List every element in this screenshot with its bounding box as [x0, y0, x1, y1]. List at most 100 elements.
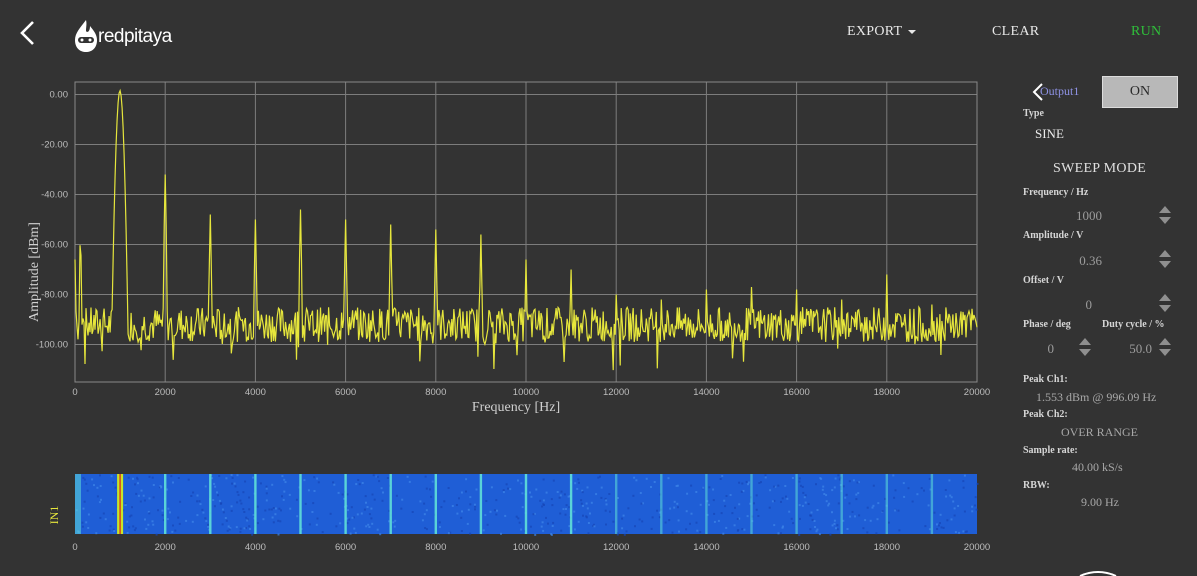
- waterfall-speckle: [147, 510, 150, 513]
- waterfall-speckle: [798, 480, 801, 483]
- waterfall-speckle: [564, 513, 567, 516]
- y-tick-label: -60.00: [41, 240, 68, 251]
- waterfall-speckle: [854, 515, 856, 518]
- waterfall-speckle: [799, 484, 802, 487]
- waterfall-line: [660, 474, 663, 534]
- waterfall-speckle: [837, 502, 840, 505]
- waterfall-speckle: [114, 486, 117, 489]
- waterfall-speckle: [112, 481, 115, 484]
- waterfall-speckle: [585, 516, 588, 519]
- waterfall-speckle: [927, 504, 930, 507]
- waterfall-speckle: [162, 519, 165, 522]
- run-button[interactable]: RUN: [1131, 24, 1162, 39]
- waterfall-speckle: [230, 509, 233, 512]
- waterfall-speckle: [804, 494, 807, 497]
- waterfall-speckle: [482, 529, 485, 532]
- waterfall-x-tick-label: 0: [72, 542, 77, 553]
- x-tick-label: 14000: [693, 387, 719, 398]
- waterfall-speckle: [842, 485, 845, 488]
- waterfall-speckle: [708, 503, 710, 506]
- waterfall-speckle: [944, 489, 947, 491]
- waterfall-speckle: [689, 522, 691, 525]
- waterfall-speckle: [856, 481, 859, 484]
- waterfall-speckle: [777, 484, 780, 487]
- waterfall-speckle: [316, 517, 319, 520]
- waterfall-speckle: [791, 477, 794, 479]
- waterfall-speckle: [271, 516, 274, 519]
- waterfall-speckle: [207, 523, 209, 526]
- waterfall-speckle: [911, 500, 914, 503]
- waterfall-speckle: [406, 475, 409, 478]
- waterfall-speckle: [540, 525, 543, 528]
- output-on-button[interactable]: ON: [1102, 76, 1178, 108]
- collapse-chevron-icon[interactable]: [1031, 82, 1045, 102]
- export-label: EXPORT: [847, 24, 903, 39]
- export-menu[interactable]: EXPORT: [847, 24, 916, 40]
- duty-cycle-input[interactable]: 50.0: [1129, 341, 1152, 356]
- waterfall-x-tick-label: 6000: [335, 542, 356, 553]
- waterfall-speckle: [239, 530, 242, 533]
- waterfall-speckle: [380, 487, 383, 490]
- waterfall-speckle: [678, 530, 680, 533]
- waterfall-speckle: [128, 526, 131, 529]
- waterfall-speckle: [204, 517, 207, 520]
- type-select[interactable]: SINE: [1035, 126, 1064, 141]
- waterfall-speckle: [172, 481, 174, 484]
- waterfall-speckle: [658, 516, 661, 519]
- waterfall-x-tick-label: 10000: [513, 542, 539, 553]
- waterfall-speckle: [371, 493, 374, 496]
- waterfall-speckle: [365, 501, 367, 504]
- waterfall-speckle: [929, 488, 932, 491]
- waterfall-speckle: [333, 483, 336, 486]
- waterfall-speckle: [169, 511, 171, 514]
- waterfall-speckle: [110, 475, 113, 478]
- waterfall-speckle: [109, 525, 112, 528]
- duty-cycle-stepper-icon[interactable]: [1158, 336, 1172, 358]
- waterfall-speckle: [562, 508, 565, 511]
- waterfall-speckle: [542, 529, 545, 532]
- waterfall-speckle: [801, 485, 804, 488]
- waterfall-speckle: [230, 505, 233, 508]
- back-chevron-icon[interactable]: [14, 18, 42, 48]
- spectrum-plot[interactable]: 0.00 -20.00 -40.00 -60.00 -80.00 -100.00 0 200…: [0, 70, 1000, 430]
- waterfall-speckle: [733, 524, 736, 527]
- waterfall-x-tick-label: 20000: [964, 542, 990, 553]
- output1-tab[interactable]: Output1: [1040, 84, 1080, 98]
- frequency-stepper-icon[interactable]: [1158, 204, 1172, 226]
- phase-stepper-icon[interactable]: [1078, 336, 1092, 358]
- waterfall-speckle: [196, 500, 199, 503]
- waterfall-speckle: [429, 488, 431, 491]
- offset-stepper-icon[interactable]: [1158, 292, 1172, 314]
- waterfall-speckle: [148, 512, 151, 515]
- waterfall-speckle: [502, 489, 505, 492]
- frequency-input[interactable]: 1000: [1076, 208, 1102, 223]
- offset-input[interactable]: 0: [1085, 297, 1093, 312]
- waterfall-speckle: [85, 482, 88, 485]
- waterfall-speckle: [541, 505, 544, 508]
- redpitaya-logo[interactable]: redpitaya: [68, 16, 184, 56]
- clear-button[interactable]: CLEAR: [992, 24, 1040, 39]
- waterfall-speckle: [676, 502, 679, 505]
- waterfall-speckle: [496, 509, 498, 512]
- waterfall-speckle: [172, 524, 174, 527]
- waterfall-line: [705, 474, 708, 534]
- waterfall-speckle: [283, 490, 286, 493]
- waterfall-speckle: [177, 516, 180, 519]
- waterfall-speckle: [580, 499, 583, 502]
- waterfall-speckle: [134, 527, 137, 530]
- amplitude-stepper-icon[interactable]: [1158, 248, 1172, 270]
- waterfall-speckle: [230, 474, 233, 476]
- waterfall-speckle: [786, 497, 789, 500]
- waterfall-speckle: [99, 485, 102, 487]
- waterfall-speckle: [933, 511, 936, 514]
- waterfall-speckle: [777, 532, 780, 535]
- waterfall-speckle: [815, 530, 818, 533]
- phase-input[interactable]: 0: [1047, 341, 1055, 356]
- waterfall-speckle: [782, 525, 784, 528]
- waterfall-speckle: [347, 509, 349, 512]
- sweep-mode-button[interactable]: SWEEP MODE: [1053, 161, 1147, 176]
- waterfall-speckle: [401, 498, 404, 501]
- waterfall-speckle: [781, 526, 784, 529]
- amplitude-input[interactable]: 0.36: [1079, 253, 1102, 268]
- waterfall-speckle: [532, 513, 535, 516]
